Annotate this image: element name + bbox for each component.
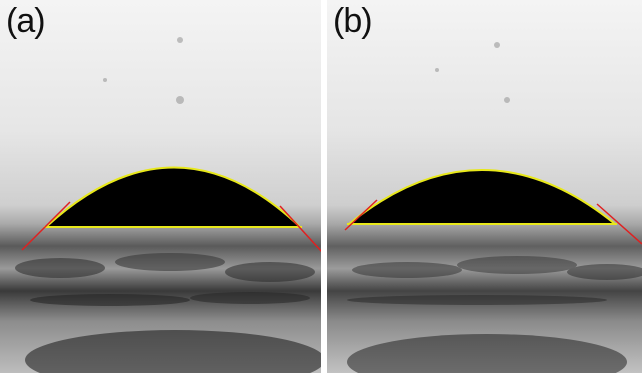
tangent-right-b [596, 203, 642, 245]
contour-line-b [348, 169, 616, 225]
surface-reflection-a [15, 253, 321, 373]
panel-a: (a) [0, 0, 321, 373]
droplet-image-b [327, 0, 642, 373]
contour-line-a [45, 166, 301, 228]
surface-reflection-b [347, 256, 642, 373]
tangent-right-a [279, 205, 321, 253]
panel-b: (b) [327, 0, 642, 373]
panel-divider [321, 0, 327, 373]
tangent-left-b [344, 199, 378, 231]
panel-label-a: (a) [6, 2, 46, 40]
tangent-left-a [21, 201, 71, 251]
panel-label-b: (b) [333, 2, 373, 40]
droplet-image-a [0, 0, 321, 373]
